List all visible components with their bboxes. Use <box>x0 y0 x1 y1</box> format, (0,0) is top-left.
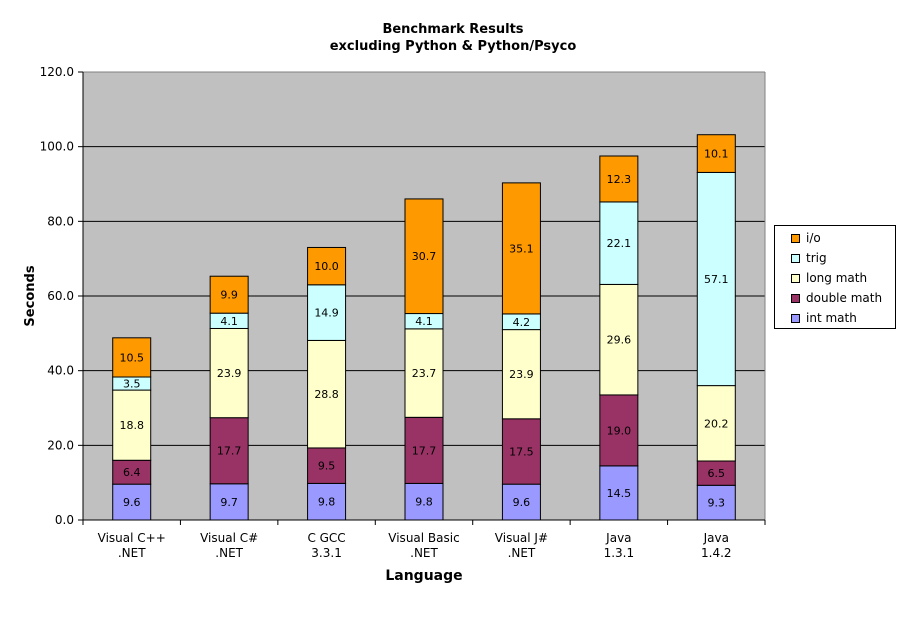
bar-segment <box>599 155 639 203</box>
legend-item: int math <box>775 308 895 328</box>
bar-segment <box>501 418 541 485</box>
y-tick-label: 80.0 <box>47 214 74 228</box>
bar-segment <box>307 246 347 286</box>
legend-swatch <box>791 253 800 263</box>
data-label: 12.3 <box>607 173 632 186</box>
bar-segment <box>404 482 444 521</box>
data-label: 9.8 <box>415 496 433 509</box>
y-axis-title: Seconds <box>23 265 38 326</box>
x-tick-label: Visual C# .NET <box>200 531 258 560</box>
bar-segment <box>599 394 639 467</box>
data-label: 14.9 <box>314 307 339 320</box>
data-label: 9.3 <box>708 497 726 510</box>
x-tick-label: Java 1.3.1 <box>604 531 635 560</box>
bar-segment <box>404 416 444 484</box>
legend-item: double math <box>775 288 895 308</box>
data-label: 9.6 <box>123 496 141 509</box>
y-tick-label: 120.0 <box>40 65 74 79</box>
bar-segment <box>209 327 249 419</box>
data-label: 10.5 <box>119 351 144 364</box>
data-label: 22.1 <box>607 237 632 250</box>
data-label: 17.7 <box>217 445 242 458</box>
legend-swatch <box>791 293 800 303</box>
x-tick-label: Visual Basic .NET <box>388 531 459 560</box>
y-tick-label: 100.0 <box>40 140 74 154</box>
legend-label: double math <box>806 291 883 305</box>
data-label: 29.6 <box>607 334 632 347</box>
bar-segment <box>599 283 639 396</box>
legend-label: i/o <box>806 231 821 245</box>
chart-subtitle: excluding Python & Python/Psyco <box>330 39 577 54</box>
data-label: 4.2 <box>513 316 531 329</box>
x-tick-label: Visual C++ .NET <box>98 531 166 560</box>
y-axis: 0.0 20.0 40.0 60.0 80.0 100.0 120.0 <box>40 65 84 527</box>
legend-label: trig <box>806 251 827 265</box>
legend-label: long math <box>806 271 868 285</box>
data-label: 6.5 <box>708 467 726 480</box>
x-axis-title: Language <box>385 568 462 584</box>
y-tick-label: 60.0 <box>47 289 74 303</box>
chart-title: Benchmark Results <box>382 22 523 37</box>
legend-item: trig <box>775 248 895 268</box>
data-label: 4.1 <box>220 315 238 328</box>
legend-swatch <box>791 313 800 323</box>
data-label: 3.5 <box>123 378 141 391</box>
legend-item: i/o <box>775 228 895 248</box>
bar-stacks: 9.6 6.4 18.8 3.5 10.5 9.7 17.7 23.9 4.1 9.9 9.8 9.5… <box>112 134 736 521</box>
bar-segment <box>209 275 249 314</box>
data-label: 23.9 <box>217 367 242 380</box>
legend: i/o trig long math double math int math <box>774 225 896 329</box>
bar-segment <box>112 389 152 461</box>
data-label: 23.9 <box>509 368 534 381</box>
bar-segment <box>696 171 736 387</box>
data-label: 17.5 <box>509 445 534 458</box>
y-tick-label: 0.0 <box>55 513 74 527</box>
data-label: 19.0 <box>607 424 632 437</box>
legend-item: long math <box>775 268 895 288</box>
data-label: 9.8 <box>318 496 336 509</box>
bar-segment <box>696 484 736 521</box>
bar-segment <box>209 417 249 485</box>
data-label: 57.1 <box>704 273 729 286</box>
data-label: 30.7 <box>412 250 437 263</box>
data-label: 10.1 <box>704 148 729 161</box>
data-label: 35.1 <box>509 242 534 255</box>
bar-segment <box>209 483 249 521</box>
y-tick-label: 40.0 <box>47 364 74 378</box>
bar-segment <box>696 460 736 486</box>
data-label: 17.7 <box>412 444 437 457</box>
legend-label: int math <box>806 311 857 325</box>
data-label: 6.4 <box>123 466 141 479</box>
data-label: 18.8 <box>119 419 144 432</box>
data-label: 10.0 <box>314 260 339 273</box>
data-label: 23.7 <box>412 367 437 380</box>
legend-swatch <box>791 233 800 243</box>
x-tick-label: Visual J# .NET <box>495 531 548 560</box>
bar-segment <box>696 385 736 462</box>
data-label: 14.5 <box>607 487 632 500</box>
data-label: 9.6 <box>513 496 531 509</box>
x-tick-label: C GCC 3.3.1 <box>307 531 345 560</box>
bar-segment <box>404 198 444 315</box>
legend-swatch <box>791 273 800 283</box>
bar-segment <box>696 134 736 173</box>
x-tick-label: Java 1.4.2 <box>701 531 732 560</box>
bar-segment <box>112 337 152 378</box>
y-tick-label: 20.0 <box>47 438 74 452</box>
data-label: 9.5 <box>318 460 336 473</box>
data-label: 9.7 <box>220 496 238 509</box>
data-label: 20.2 <box>704 417 729 430</box>
bar-segment <box>404 328 444 418</box>
bar-segment <box>501 483 541 521</box>
data-label: 9.9 <box>220 289 238 302</box>
x-axis: Visual C++ .NET Visual C# .NET C GCC 3.3.1 Vis… <box>82 519 766 560</box>
data-label: 28.8 <box>314 388 339 401</box>
bar-segment <box>599 201 639 285</box>
bar-segment <box>501 182 541 315</box>
bar-segment <box>112 483 152 521</box>
bar-segment <box>307 339 347 449</box>
data-label: 4.1 <box>415 315 433 328</box>
bar-segment <box>501 329 541 420</box>
